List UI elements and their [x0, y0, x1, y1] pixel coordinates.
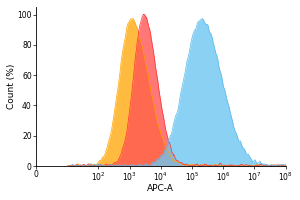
X-axis label: APC-A: APC-A: [147, 184, 174, 193]
Y-axis label: Count (%): Count (%): [7, 64, 16, 109]
